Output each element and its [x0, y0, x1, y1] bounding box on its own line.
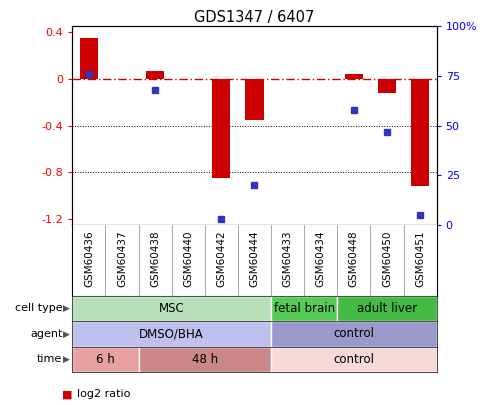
Text: GSM60436: GSM60436 — [84, 230, 94, 287]
Bar — [72, 321, 271, 347]
Bar — [212, 79, 231, 178]
Bar — [271, 296, 337, 321]
Bar — [72, 296, 271, 321]
Text: MSC: MSC — [159, 302, 185, 315]
Bar — [72, 347, 139, 372]
Text: DMSO/BHA: DMSO/BHA — [139, 327, 204, 341]
Text: fetal brain: fetal brain — [273, 302, 335, 315]
Text: GSM60434: GSM60434 — [316, 230, 326, 287]
Bar — [345, 74, 363, 79]
Text: control: control — [333, 353, 374, 366]
Text: ■: ■ — [62, 390, 73, 399]
Text: GSM60448: GSM60448 — [349, 230, 359, 287]
Text: time: time — [37, 354, 62, 364]
Text: control: control — [333, 327, 374, 341]
Bar — [139, 347, 271, 372]
Bar — [246, 79, 263, 120]
Bar — [80, 38, 98, 79]
Text: GSM60433: GSM60433 — [282, 230, 292, 287]
Text: 6 h: 6 h — [96, 353, 115, 366]
Text: GSM60438: GSM60438 — [150, 230, 160, 287]
Text: log2 ratio: log2 ratio — [77, 390, 131, 399]
Text: ▶: ▶ — [63, 329, 70, 339]
Bar — [271, 347, 437, 372]
Bar — [271, 321, 437, 347]
Text: agent: agent — [30, 329, 62, 339]
Text: ▶: ▶ — [63, 304, 70, 313]
Text: GSM60437: GSM60437 — [117, 230, 127, 287]
Bar — [378, 79, 396, 93]
Text: GSM60440: GSM60440 — [183, 230, 193, 287]
Text: 48 h: 48 h — [192, 353, 218, 366]
Text: GSM60451: GSM60451 — [415, 230, 425, 287]
Text: GSM60450: GSM60450 — [382, 230, 392, 287]
Title: GDS1347 / 6407: GDS1347 / 6407 — [194, 10, 315, 25]
Bar — [337, 296, 437, 321]
Bar — [146, 71, 164, 79]
Bar — [411, 79, 429, 186]
Text: ▶: ▶ — [63, 355, 70, 364]
Text: cell type: cell type — [15, 303, 62, 313]
Text: GSM60444: GSM60444 — [250, 230, 259, 287]
Text: GSM60442: GSM60442 — [217, 230, 227, 287]
Text: adult liver: adult liver — [357, 302, 417, 315]
